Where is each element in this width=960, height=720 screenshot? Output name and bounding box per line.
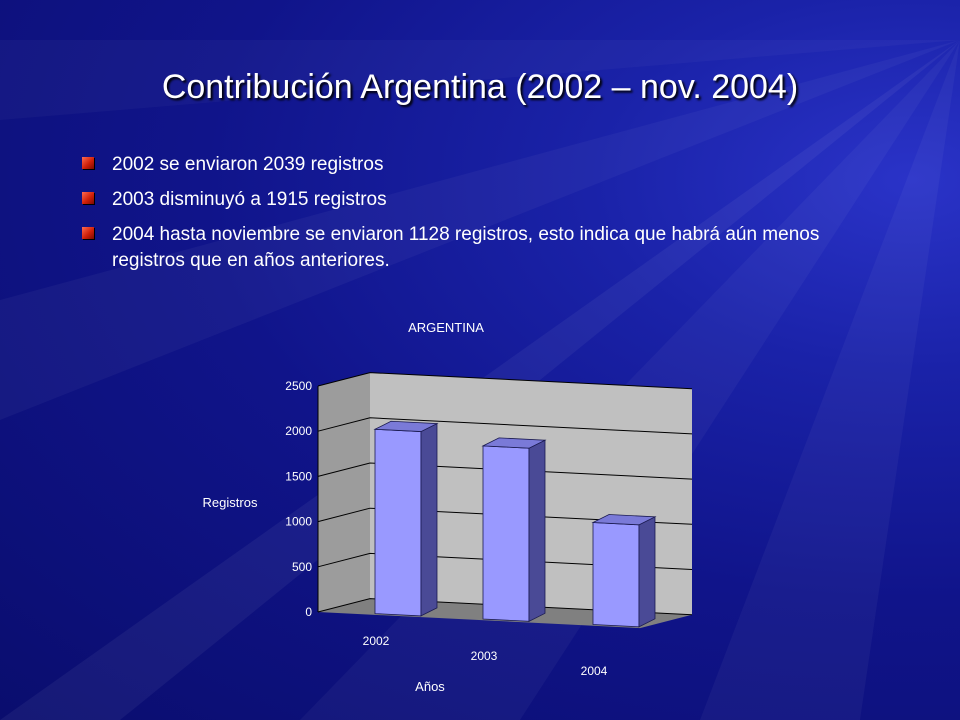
bullet-marker-icon [82, 157, 94, 169]
gridline [317, 598, 693, 616]
bar-side [528, 439, 546, 622]
bar-top [373, 420, 439, 432]
y-tick-label: 0 [305, 605, 312, 619]
x-tick-label: 2003 [471, 649, 498, 663]
gridline [317, 552, 693, 570]
y-tick-label: 1500 [285, 469, 312, 483]
bar-front [592, 522, 640, 628]
y-axis-label: Registros [203, 495, 258, 510]
gridline [317, 417, 693, 435]
bullet-marker-icon [82, 192, 94, 204]
bullet-text: 2004 hasta noviembre se enviaron 1128 re… [112, 224, 820, 271]
slide-title: Contribución Argentina (2002 – nov. 2004… [161, 68, 799, 106]
bullet-marker-icon [82, 227, 94, 239]
bar-chart: ARGENTINA Registros Años 0 500 1000 1500 200… [203, 320, 693, 694]
chart-side-wall [318, 372, 370, 612]
bullet-item: 2003 disminuyó a 1915 registros [82, 187, 882, 213]
y-tick-label: 500 [292, 560, 312, 574]
x-tick-label: 2002 [363, 634, 390, 648]
gridline [317, 462, 693, 480]
gridline [317, 372, 693, 390]
bullet-text: 2003 disminuyó a 1915 registros [112, 189, 387, 210]
x-axis-label: Años [415, 679, 445, 694]
bullet-item: 2004 hasta noviembre se enviaron 1128 re… [82, 222, 882, 274]
bar-front [482, 445, 530, 622]
bullet-text: 2002 se enviaron 2039 registros [112, 154, 384, 175]
y-tick-label: 2500 [285, 379, 312, 393]
gridline [317, 507, 693, 525]
bar-side [420, 422, 438, 617]
bullet-item: 2002 se enviaron 2039 registros [82, 152, 882, 178]
chart-title: ARGENTINA [408, 320, 484, 335]
bar-front [374, 428, 422, 617]
bar-side [638, 516, 656, 628]
bar-top [481, 437, 547, 449]
x-tick-label: 2004 [581, 664, 608, 678]
bar-top [591, 514, 657, 526]
bullet-list: 2002 se enviaron 2039 registros 2003 dis… [82, 152, 882, 283]
y-tick-label: 1000 [285, 515, 312, 529]
chart-plot-area: 0 500 1000 1500 2000 2500 2002 2003 2004 [285, 372, 693, 678]
y-tick-label: 2000 [285, 424, 312, 438]
